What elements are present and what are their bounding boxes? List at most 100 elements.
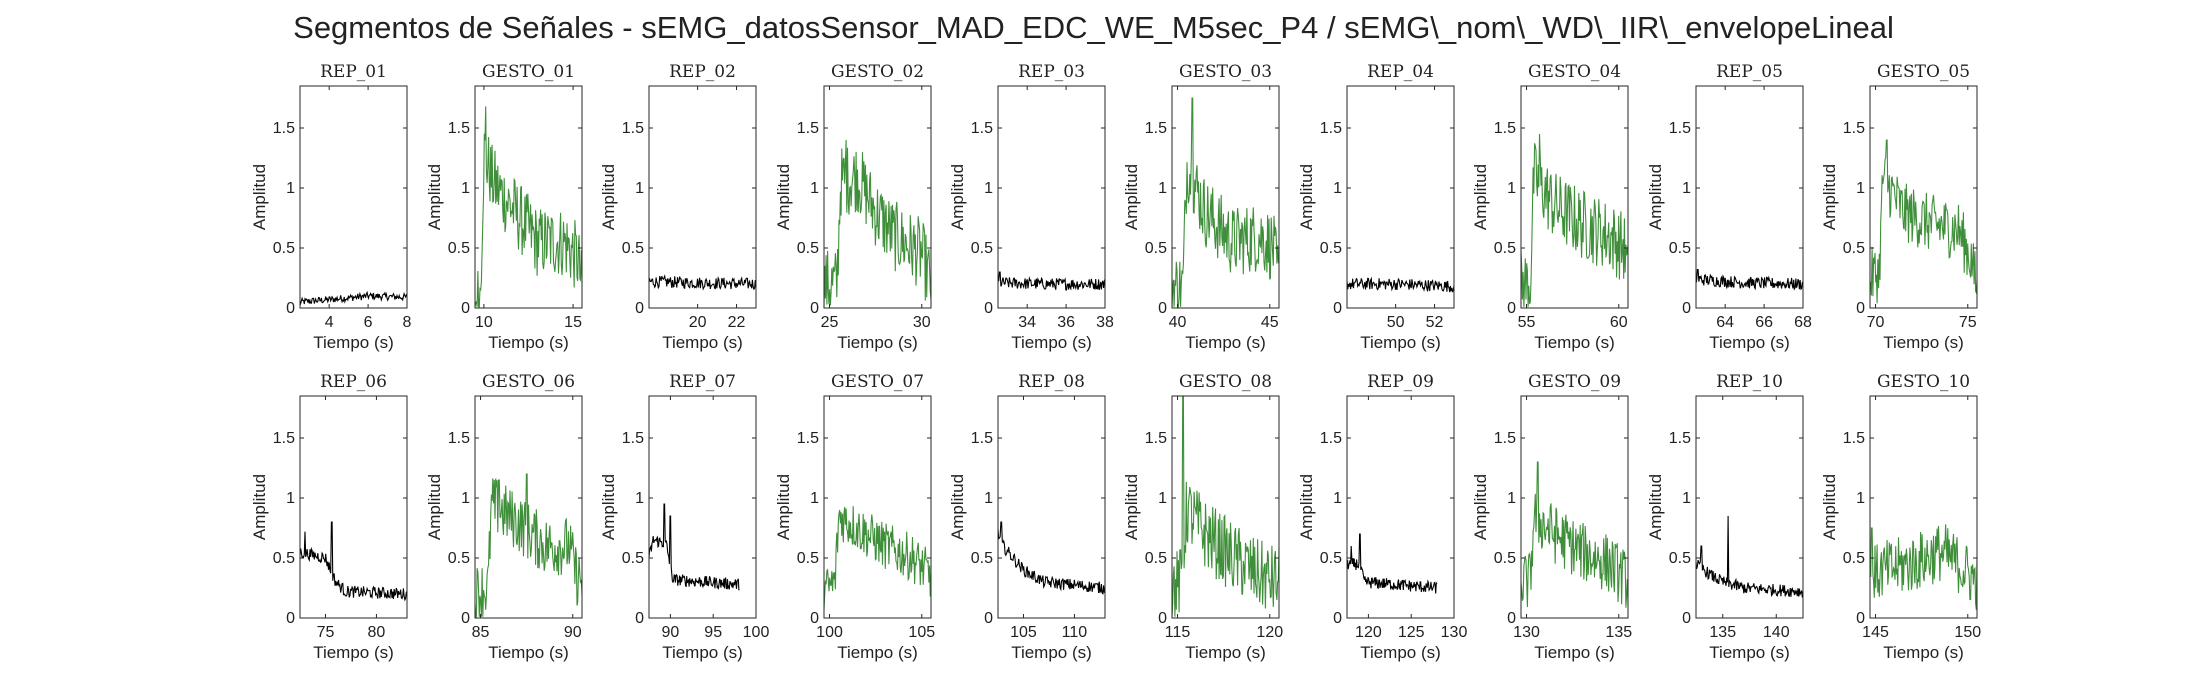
panel-title: REP_02 [669, 62, 736, 82]
x-axis-label: Tiempo (s) [1185, 333, 1266, 352]
x-tick-label: 34 [1018, 314, 1036, 331]
y-tick-label: 0 [461, 300, 470, 317]
y-tick-label: 0 [286, 300, 295, 317]
y-tick-label: 0.5 [1145, 550, 1167, 567]
signal-line [997, 271, 1106, 291]
y-axis-label: Amplitud [1471, 164, 1490, 230]
x-tick-label: 15 [564, 314, 582, 331]
panel-title: REP_01 [320, 62, 387, 82]
y-tick-label: 0.5 [273, 240, 295, 257]
y-tick-label: 0.5 [1843, 240, 1865, 257]
y-axis-label: Amplitud [1820, 474, 1839, 540]
y-tick-label: 0 [286, 610, 295, 627]
y-tick-label: 0 [1856, 300, 1865, 317]
y-tick-label: 1.5 [1320, 120, 1342, 137]
x-tick-label: 40 [1169, 314, 1187, 331]
panel-rep-06: REP_06 0 0.5 1 1.5 75 80 Tiempo (s) Amplitud [250, 372, 408, 662]
x-tick-label: 140 [1763, 624, 1790, 641]
x-tick-label: 38 [1096, 314, 1114, 331]
y-axis-label: Amplitud [1122, 164, 1141, 230]
y-tick-label: 0 [635, 300, 644, 317]
y-tick-label: 1 [810, 490, 819, 507]
y-axis-label: Amplitud [425, 474, 444, 540]
signal-line [1346, 533, 1438, 594]
y-tick-label: 1 [984, 180, 993, 197]
panel-title: REP_07 [669, 372, 736, 392]
signal-line [299, 290, 408, 306]
axes-box [648, 395, 757, 619]
x-tick-label: 90 [564, 624, 582, 641]
x-tick-label: 66 [1755, 314, 1773, 331]
y-axis-label: Amplitud [1646, 474, 1665, 540]
signal-line [474, 106, 583, 308]
x-tick-label: 135 [1605, 624, 1632, 641]
y-axis-label: Amplitud [774, 164, 793, 230]
y-tick-label: 1.5 [1669, 120, 1691, 137]
panel-rep-08: REP_08 0 0.5 1 1.5 105 110 Tiempo (s) Amplitud [948, 372, 1106, 662]
y-tick-label: 0 [1507, 610, 1516, 627]
y-tick-label: 0.5 [1669, 550, 1691, 567]
axes-box [1695, 85, 1804, 309]
y-tick-label: 1 [635, 490, 644, 507]
y-axis-label: Amplitud [1471, 474, 1490, 540]
y-tick-label: 1.5 [797, 430, 819, 447]
y-tick-label: 0.5 [448, 550, 470, 567]
y-tick-label: 0.5 [797, 240, 819, 257]
y-tick-label: 1 [1856, 180, 1865, 197]
panel-title: REP_09 [1367, 372, 1434, 392]
x-axis-label: Tiempo (s) [1534, 333, 1615, 352]
x-tick-label: 75 [317, 624, 335, 641]
panel-title: REP_06 [320, 372, 387, 392]
x-tick-label: 85 [472, 624, 490, 641]
y-tick-label: 0.5 [448, 240, 470, 257]
axes-box [1346, 85, 1455, 309]
y-tick-label: 1 [286, 180, 295, 197]
x-tick-label: 145 [1862, 624, 1889, 641]
y-tick-label: 1.5 [1669, 430, 1691, 447]
signal-line [1695, 515, 1804, 598]
y-tick-label: 1 [1158, 180, 1167, 197]
x-axis-label: Tiempo (s) [1011, 643, 1092, 662]
panel-gesto-09: GESTO_09 0 0.5 1 1.5 130 135 Tiempo (s) Amplitud [1471, 372, 1632, 662]
panel-title: GESTO_10 [1877, 372, 1970, 392]
y-axis-label: Amplitud [425, 164, 444, 230]
y-axis-label: Amplitud [599, 164, 618, 230]
axes-box [1346, 395, 1455, 619]
y-tick-label: 1.5 [1843, 430, 1865, 447]
x-axis-label: Tiempo (s) [1360, 643, 1441, 662]
panel-rep-01: REP_01 0 0.5 1 1.5 4 6 8 Tiempo (s) Amplitud [250, 62, 412, 352]
panel-title: GESTO_02 [831, 62, 924, 82]
x-axis-label: Tiempo (s) [1185, 643, 1266, 662]
x-tick-label: 100 [816, 624, 843, 641]
y-axis-label: Amplitud [774, 474, 793, 540]
signal-line [474, 473, 583, 618]
x-tick-label: 60 [1610, 314, 1628, 331]
signal-line [1695, 269, 1804, 291]
x-tick-label: 6 [364, 314, 373, 331]
x-tick-label: 64 [1716, 314, 1734, 331]
x-tick-label: 68 [1794, 314, 1812, 331]
y-tick-label: 0 [1507, 300, 1516, 317]
panel-title: REP_05 [1716, 62, 1783, 82]
signal-line [1520, 461, 1629, 608]
y-tick-label: 0.5 [1145, 240, 1167, 257]
panel-title: GESTO_03 [1179, 62, 1272, 82]
y-tick-label: 1.5 [273, 120, 295, 137]
y-tick-label: 1 [1682, 180, 1691, 197]
y-tick-label: 1 [1333, 490, 1342, 507]
y-tick-label: 1.5 [1843, 120, 1865, 137]
panel-title: GESTO_01 [482, 62, 575, 82]
panel-title: REP_04 [1367, 62, 1434, 82]
x-tick-label: 100 [743, 624, 770, 641]
x-tick-label: 70 [1867, 314, 1885, 331]
panel-title: REP_10 [1716, 372, 1783, 392]
x-tick-label: 55 [1518, 314, 1536, 331]
y-tick-label: 0.5 [971, 550, 993, 567]
signal-line [1869, 524, 1978, 610]
axes-box [1869, 85, 1978, 309]
y-tick-label: 0 [1158, 300, 1167, 317]
axes-box [1695, 395, 1804, 619]
x-tick-label: 130 [1513, 624, 1540, 641]
